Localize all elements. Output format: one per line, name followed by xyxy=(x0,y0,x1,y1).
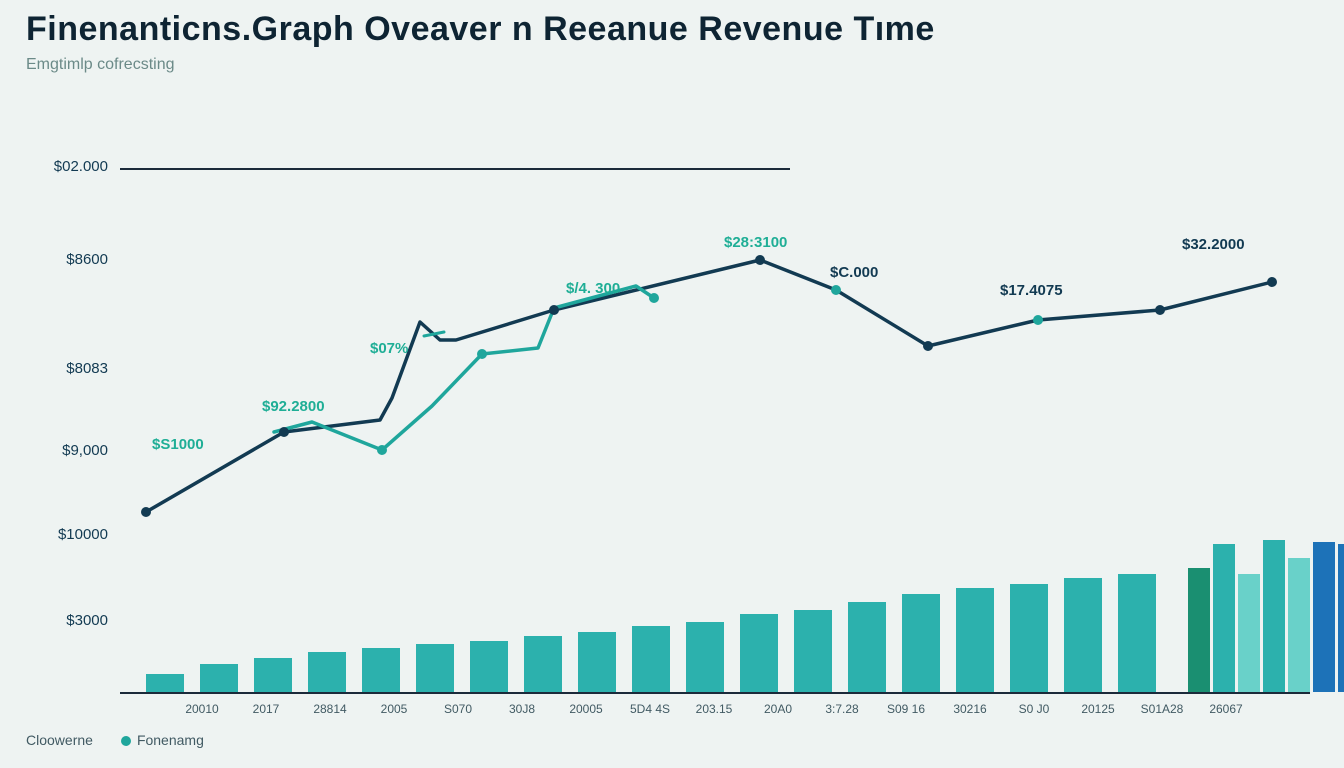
legend-item: Cloowerne xyxy=(26,732,93,748)
legend: Cloowerne Fonenamg xyxy=(26,732,232,748)
legend-item: Fonenamg xyxy=(121,732,204,748)
line-series xyxy=(0,0,1344,768)
data-label: $28:3100 xyxy=(724,234,787,251)
data-label: $C.000 xyxy=(830,264,878,281)
data-label: $07% xyxy=(370,340,408,357)
data-label: $32.2000 xyxy=(1182,236,1245,253)
data-label: $92.2800 xyxy=(262,398,325,415)
data-label: $17.4075 xyxy=(1000,282,1063,299)
chart-page: { "colors": { "background": "#eef3f2", "… xyxy=(0,0,1344,768)
data-label: $/4. 300 xyxy=(566,280,620,297)
data-label: $S1000 xyxy=(152,436,204,453)
